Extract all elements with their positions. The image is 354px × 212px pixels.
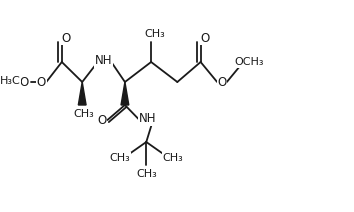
Text: CH₃: CH₃ [74, 109, 95, 119]
Text: O: O [19, 75, 29, 88]
Text: NH: NH [95, 54, 112, 67]
Text: O: O [97, 114, 106, 127]
Text: O: O [61, 32, 70, 45]
Text: O: O [217, 75, 227, 88]
Text: CH₃: CH₃ [145, 29, 165, 39]
Text: CH₃: CH₃ [162, 153, 183, 163]
Polygon shape [78, 82, 86, 105]
Text: CH₃: CH₃ [110, 153, 130, 163]
Text: OCH₃: OCH₃ [234, 57, 264, 67]
Text: H₃C: H₃C [0, 76, 21, 86]
Text: NH: NH [138, 113, 156, 126]
Text: O: O [200, 32, 209, 45]
Polygon shape [121, 82, 129, 105]
Text: CH₃: CH₃ [136, 169, 157, 179]
Text: O: O [37, 75, 46, 88]
